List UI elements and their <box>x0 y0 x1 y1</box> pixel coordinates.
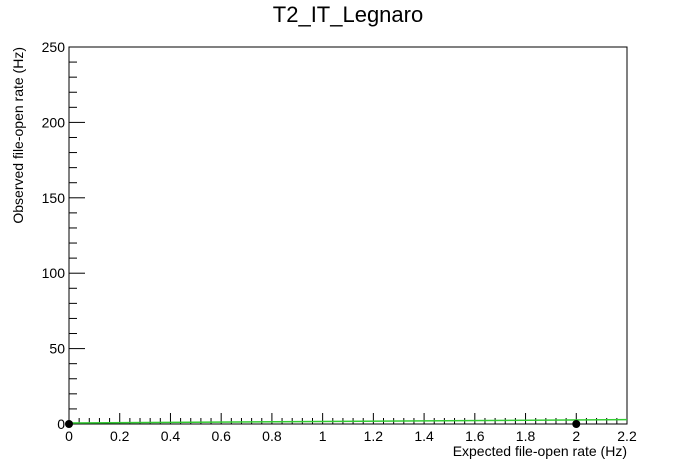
x-tick-label: 1.6 <box>465 428 485 444</box>
y-axis-title: Observed file-open rate (Hz) <box>10 47 26 224</box>
reference-line <box>68 418 628 424</box>
x-tick-label: 1.8 <box>516 428 536 444</box>
data-point <box>65 420 73 428</box>
y-axis-tick-labels: 0 50 100 150 200 250 <box>42 39 66 432</box>
x-tick-label: 0.2 <box>110 428 130 444</box>
x-tick-label: 2.2 <box>617 428 637 444</box>
x-tick-label: 0.8 <box>262 428 282 444</box>
x-axis-title: Expected file-open rate (Hz) <box>453 443 627 459</box>
x-tick-label: 1 <box>319 428 327 444</box>
x-tick-label: 0.6 <box>211 428 231 444</box>
y-tick-label: 250 <box>42 39 66 55</box>
x-tick-label: 2 <box>572 428 580 444</box>
plot-frame <box>68 46 628 425</box>
chart-title: T2_IT_Legnaro <box>273 2 423 27</box>
data-point <box>572 420 581 428</box>
plot-marks <box>65 418 628 428</box>
y-tick-label: 0 <box>57 416 65 432</box>
y-axis-ticks <box>69 46 85 425</box>
x-tick-label: 0 <box>65 428 73 444</box>
x-tick-label: 0.4 <box>161 428 181 444</box>
x-axis-tick-labels: 0 0.2 0.4 0.6 0.8 1 1.2 1.4 1.6 1.8 2 2.2 <box>65 428 637 444</box>
y-tick-label: 100 <box>42 265 66 281</box>
y-tick-label: 50 <box>49 341 65 357</box>
y-tick-label: 150 <box>42 190 66 206</box>
y-tick-label: 200 <box>42 114 66 130</box>
x-tick-label: 1.4 <box>414 428 434 444</box>
x-tick-label: 1.2 <box>364 428 384 444</box>
